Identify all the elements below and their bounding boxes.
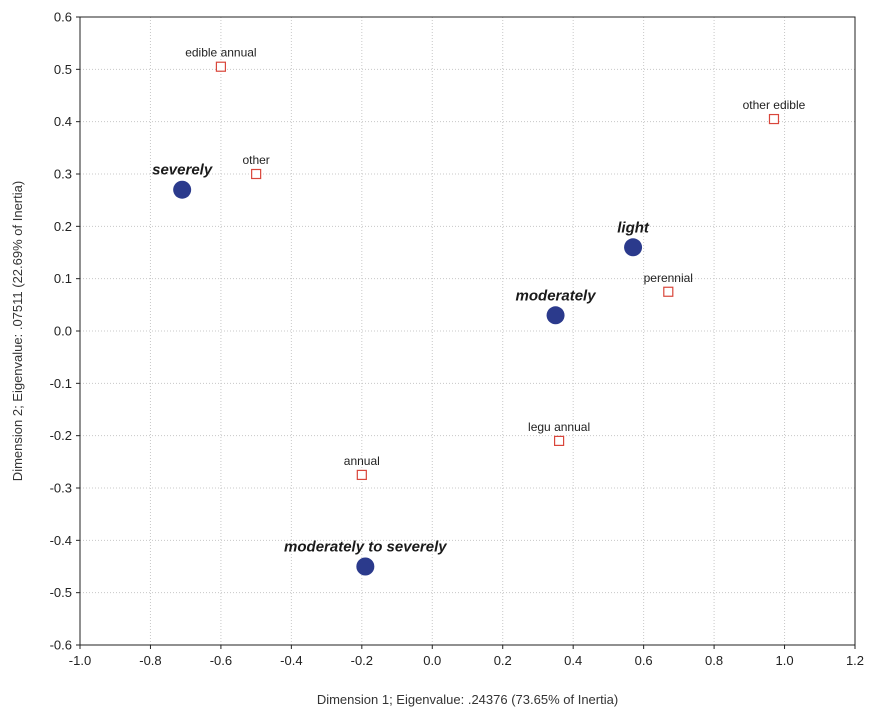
point-label-perennial: perennial xyxy=(644,271,693,285)
grid xyxy=(80,17,855,645)
point-label-legu-annual: legu annual xyxy=(528,420,590,434)
y-tick-label: -0.5 xyxy=(50,585,72,600)
point-other xyxy=(251,168,262,180)
y-tick-label: 0.5 xyxy=(54,62,72,77)
point-edible-annual xyxy=(215,61,227,72)
point-light xyxy=(624,238,643,257)
x-tick-label: 1.2 xyxy=(846,653,864,668)
point-label-severely: severely xyxy=(152,162,213,179)
x-tick-label: -0.6 xyxy=(210,653,232,668)
y-tick-label: 0.0 xyxy=(54,324,72,339)
x-tick-label: -0.2 xyxy=(351,653,373,668)
x-tick-label: 1.0 xyxy=(776,653,794,668)
y-tick-label: 0.2 xyxy=(54,219,72,234)
x-tick-label: -1.0 xyxy=(69,653,91,668)
point-label-light: light xyxy=(617,219,650,236)
point-label-moderately-to-severely: moderately to severely xyxy=(284,539,447,556)
point-label-other-edible: other edible xyxy=(743,98,806,112)
data-points: severely light moderately moderately to sev… xyxy=(152,46,806,576)
x-axis-label: Dimension 1; Eigenvalue: .24376 (73.65% … xyxy=(317,692,618,707)
y-tick-label: -0.3 xyxy=(50,481,72,496)
point-label-moderately: moderately xyxy=(516,287,597,304)
x-tick-label: 0.0 xyxy=(423,653,441,668)
point-legu-annual xyxy=(553,435,565,446)
axis-ticks: -1.0 -0.8 -0.6 -0.4 -0.2 0.0 0.2 0.4 0.6 0.8 1.0 1.… xyxy=(50,10,864,669)
y-tick-label: 0.4 xyxy=(54,114,72,129)
y-tick-label: 0.3 xyxy=(54,167,72,182)
x-tick-label: 0.8 xyxy=(705,653,723,668)
point-moderately xyxy=(546,306,565,325)
x-tick-label: 0.2 xyxy=(494,653,512,668)
point-severely xyxy=(173,180,192,199)
y-tick-label: -0.4 xyxy=(50,533,72,548)
x-tick-label: 0.6 xyxy=(635,653,653,668)
y-tick-label: -0.2 xyxy=(50,428,72,443)
point-label-edible-annual: edible annual xyxy=(185,46,256,60)
x-tick-label: -0.4 xyxy=(280,653,302,668)
y-tick-label: 0.1 xyxy=(54,271,72,286)
y-tick-label: 0.6 xyxy=(54,10,72,25)
y-tick-label: -0.6 xyxy=(50,638,72,653)
point-other-edible xyxy=(768,113,780,125)
x-tick-label: -0.8 xyxy=(139,653,161,668)
point-label-other: other xyxy=(242,153,269,167)
x-tick-label: 0.4 xyxy=(564,653,582,668)
point-perennial xyxy=(663,286,674,297)
y-tick-label: -0.1 xyxy=(50,376,72,391)
y-axis-label: Dimension 2; Eigenvalue: .07511 (22.69% … xyxy=(10,181,25,481)
point-label-annual: annual xyxy=(344,454,380,468)
point-annual xyxy=(356,469,367,481)
point-moderately-to-severely xyxy=(356,557,375,576)
